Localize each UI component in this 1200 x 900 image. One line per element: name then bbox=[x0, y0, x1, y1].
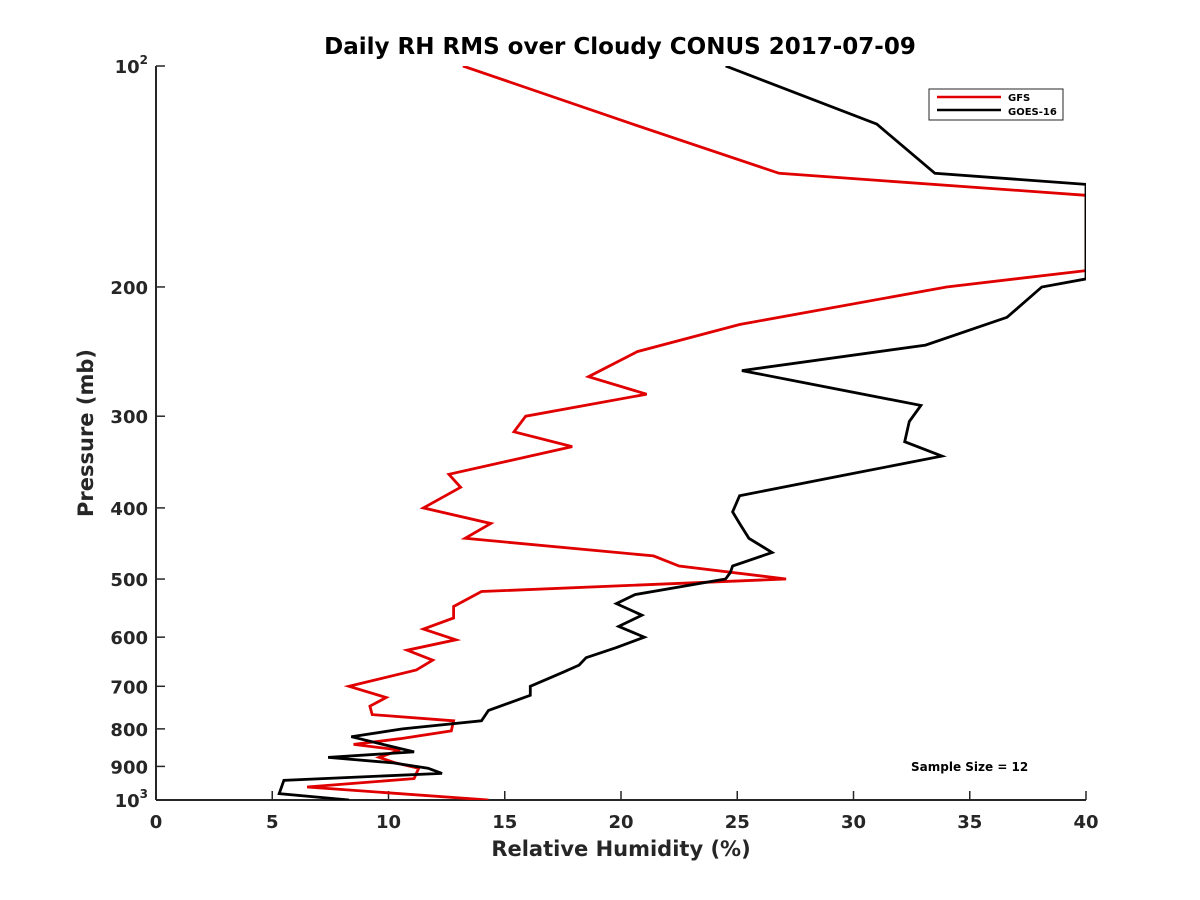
y-tick-label: 103 bbox=[115, 787, 148, 812]
x-tick-label: 5 bbox=[266, 812, 279, 833]
x-tick-label: 35 bbox=[957, 812, 982, 833]
x-tick-label: 40 bbox=[1073, 812, 1098, 833]
y-axis-label: Pressure (mb) bbox=[74, 349, 98, 517]
x-tick-label: 10 bbox=[376, 812, 401, 833]
y-tick-label: 200 bbox=[110, 278, 148, 299]
series-line-gfs bbox=[306, 66, 1086, 800]
x-tick-label: 20 bbox=[608, 812, 633, 833]
y-tick-labels: 102 200 300 400 500 600 700 800 900 103 bbox=[110, 53, 148, 812]
y-tick-label: 600 bbox=[110, 628, 148, 649]
axes bbox=[155, 66, 1086, 801]
legend-box bbox=[928, 88, 1064, 121]
chart-title: Daily RH RMS over Cloudy CONUS 2017-07-0… bbox=[324, 34, 916, 60]
y-tick-label: 700 bbox=[110, 677, 148, 698]
y-tick-label: 800 bbox=[110, 720, 148, 741]
x-tick-label: 30 bbox=[841, 812, 866, 833]
legend-label-goes16: GOES-16 bbox=[1008, 107, 1057, 118]
x-tick-label: 0 bbox=[150, 812, 163, 833]
sample-size-annotation: Sample Size = 12 bbox=[911, 760, 1028, 774]
y-tick-label: 400 bbox=[110, 499, 148, 520]
y-tick-label: 300 bbox=[110, 407, 148, 428]
x-tick-labels: 0 5 10 15 20 25 30 35 40 bbox=[150, 812, 1099, 833]
y-tick-label: 102 bbox=[115, 53, 148, 78]
y-tick-label: 900 bbox=[110, 757, 148, 778]
x-tick-label: 25 bbox=[725, 812, 750, 833]
x-axis-label: Relative Humidity (%) bbox=[491, 837, 750, 861]
series-line-goes-16 bbox=[277, 66, 1086, 800]
legend-label-gfs: GFS bbox=[1008, 93, 1030, 104]
y-tick-label: 500 bbox=[110, 570, 148, 591]
legend: GFS GOES-16 bbox=[928, 88, 1064, 121]
series-lines bbox=[277, 66, 1086, 800]
x-tick-label: 15 bbox=[492, 812, 517, 833]
tick-marks bbox=[155, 65, 1087, 801]
